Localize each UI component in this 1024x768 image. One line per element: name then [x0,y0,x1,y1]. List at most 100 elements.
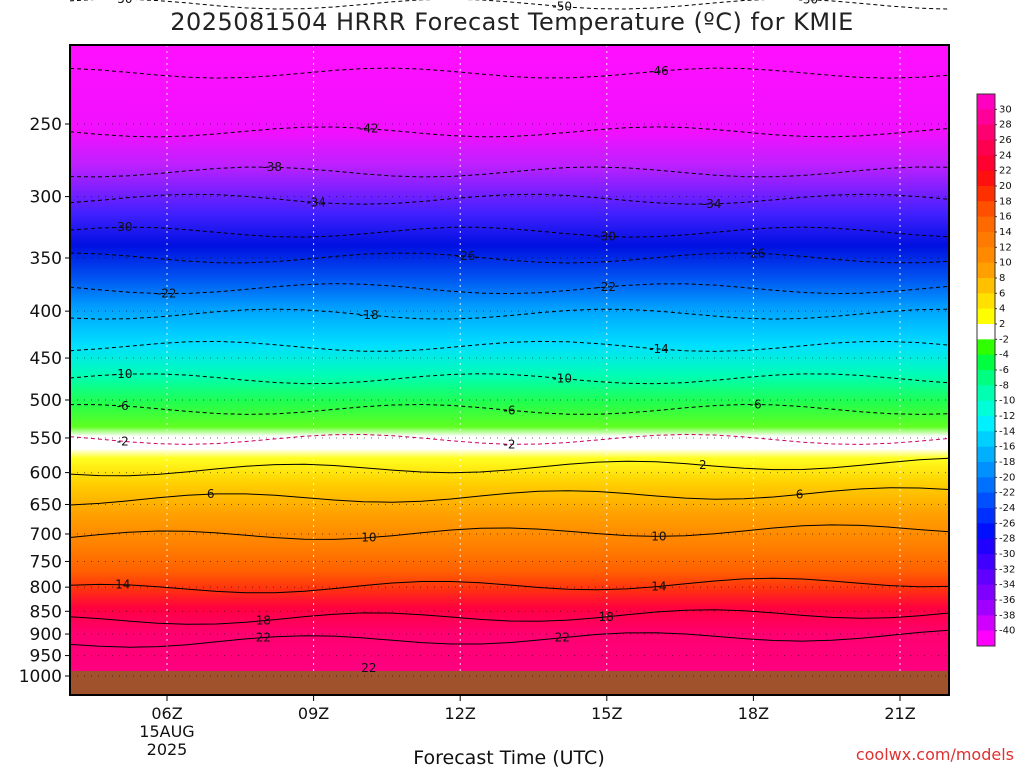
colorbar-label: -18 [999,457,1015,468]
x-axis-label: Forecast Time (UTC) [413,747,604,768]
y-tick-label: 900 [30,625,62,645]
y-tick-label: 600 [30,464,62,484]
x-tick-label: 21Z [884,704,915,723]
contour-label: -30 [113,220,133,234]
contour-label: -50 [552,0,572,14]
colorbar-swatch [977,584,995,601]
contour-label: -22 [157,287,177,301]
y-tick-label: 950 [30,647,62,667]
colorbar-label: 30 [999,104,1012,115]
colorbar-label: -2 [999,334,1009,345]
colorbar-swatch [977,400,995,417]
isotherm-line [69,577,950,594]
colorbar-swatch [977,554,995,570]
y-tick-label: 650 [30,495,62,515]
contour-label: 2 [699,458,707,472]
colorbar-label: -32 [999,564,1015,575]
contour-label: 6 [207,487,215,501]
colorbar-label: -10 [999,396,1015,407]
plot-frame [69,44,950,696]
isotherm-line [69,629,950,648]
colorbar-swatch [977,293,995,310]
contour-label: 22 [555,631,570,645]
y-tick-label: 1000 [19,667,62,687]
colorbar-swatch [977,232,995,248]
contour-label: 10 [361,531,376,545]
colorbar-label: -4 [999,350,1009,361]
contour-label: -22 [596,280,616,294]
colorbar-swatch [977,446,995,463]
isotherm-line [69,487,950,506]
colorbar-label: -26 [999,518,1015,529]
colorbar-swatch [977,308,995,325]
colorbar-swatch [977,462,995,478]
colorbar-swatch [977,615,995,632]
colorbar-label: 2 [999,319,1005,330]
colorbar-swatch [977,216,995,233]
x-tick-label: 15Z [591,704,622,723]
colorbar-swatch [977,416,995,432]
time-axis: 06Z 09Z 12Z 15Z 18Z 21Z [151,695,916,723]
contour-label: 14 [651,579,666,593]
contour-label: 18 [256,614,271,628]
date-line-1: 15AUG [139,722,194,741]
contour-label: -10 [552,372,572,386]
colorbar-label: 24 [999,150,1012,161]
y-tick-label: 500 [30,391,62,411]
contour-label: -26 [456,249,476,263]
colorbar-label: -20 [999,472,1015,483]
colorbar-label: -34 [999,580,1015,591]
y-tick-label: 250 [30,115,62,135]
contour-label: -26 [746,246,766,260]
colorbar-label: 26 [999,135,1012,146]
colorbar-label: -38 [999,610,1015,621]
colorbar-legend: 30 28 26 24 22 20 18 16 14 12 10 8 6 4 2 -2 -4 -6 -8 -10 -12… [976,93,1015,647]
colorbar-label: 4 [999,304,1005,315]
colorbar-swatch [977,186,995,202]
colorbar-label: -12 [999,411,1015,422]
colorbar-label: 10 [999,258,1012,269]
x-tick-label: 09Z [298,704,329,723]
colorbar-swatch [977,278,995,294]
contour-label: -50 [799,0,819,7]
colorbar-label: -8 [999,380,1009,391]
x-tick-label: 12Z [445,704,476,723]
credit-text: coolwx.com/models [856,745,1014,764]
colorbar-label: 8 [999,273,1005,284]
colorbar-swatch [977,262,995,279]
contour-label: 22 [361,661,376,675]
colorbar-label: -40 [999,626,1015,637]
x-tick-label: 06Z [151,704,182,723]
colorbar-label: 6 [999,288,1005,299]
temperature-field [70,45,949,671]
colorbar-swatch [977,385,995,402]
colorbar-label: 14 [999,227,1012,238]
contour-label: -18 [359,308,379,322]
contour-label: -6 [504,403,516,417]
contour-label: -10 [113,367,133,381]
colorbar-label: 16 [999,212,1012,223]
y-tick-label: 300 [30,188,62,208]
x-tick-label: 18Z [738,704,769,723]
colorbar-label: -22 [999,488,1015,499]
colorbar-swatch [977,492,995,509]
colorbar-swatch [977,201,995,218]
colorbar-swatch [977,170,995,187]
isotherm-line [69,524,950,540]
colorbar-swatch [977,94,995,110]
y-tick-label: 750 [30,552,62,572]
contour-label: 14 [115,578,130,592]
contour-label: 10 [651,529,666,543]
isotherm-line [69,609,950,625]
colorbar-swatch [977,247,995,264]
colorbar-label: -36 [999,595,1015,606]
contour-label: -2 [117,434,129,448]
colorbar-label: 22 [999,166,1012,177]
colorbar-swatch [977,124,995,141]
pressure-axis: 250 300 350 400 450 500 550 600 650 700 750 800 850 9… [19,115,70,687]
colorbar-label: -14 [999,426,1015,437]
colorbar-swatch [977,339,995,356]
colorbar-swatch [977,538,995,555]
contour-label: -6 [117,399,129,413]
